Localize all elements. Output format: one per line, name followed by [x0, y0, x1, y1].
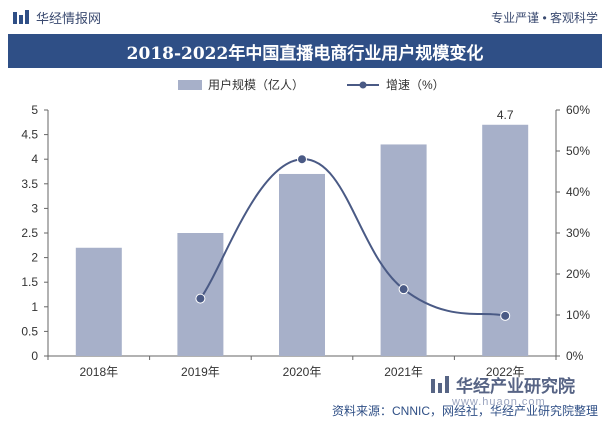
growth-point-2021年	[398, 284, 409, 295]
growth-point-2022年	[500, 310, 511, 321]
y-left-tick-label: 3	[31, 201, 38, 215]
growth-line	[199, 158, 506, 317]
y-right-tick-label: 60%	[566, 103, 590, 117]
bar-2018年	[75, 247, 122, 356]
tagline: 专业严谨 • 客观科学	[491, 11, 598, 25]
y-left-tick-label: 1.5	[21, 275, 38, 289]
y-left-tick-label: 4.5	[21, 128, 38, 142]
brand-logo-icon	[13, 9, 29, 24]
data-label: 4.7	[497, 108, 514, 122]
growth-point-2020年	[297, 154, 307, 165]
y-right-tick-label: 30%	[566, 226, 590, 240]
bar-2022年	[482, 124, 529, 356]
y-right-tick-label: 10%	[566, 308, 590, 322]
x-tick-label: 2021年	[384, 365, 423, 379]
y-left-tick-label: 0.5	[21, 324, 38, 338]
y-left-tick-label: 2.5	[21, 226, 38, 240]
legend-bar-label: 用户规模（亿人）	[208, 78, 305, 92]
y-left-tick-label: 3.5	[21, 177, 38, 191]
corner-watermark-name: 华经产业研究院	[456, 377, 575, 396]
legend-item-users: 用户规模（亿人）	[178, 76, 304, 93]
legend-line-swatch	[347, 81, 380, 88]
legend-line-label: 增速（%）	[386, 78, 445, 92]
y-right-tick-label: 0%	[566, 349, 584, 363]
corner-watermark: 华经产业研究院	[430, 372, 575, 397]
x-tick-label: 2020年	[283, 365, 322, 379]
corner-logo-icon	[431, 375, 449, 393]
y-left-tick-label: 1	[31, 300, 38, 314]
title-bar: 2018-2022年中国直播电商行业用户规模变化	[8, 34, 602, 68]
bar-2020年	[279, 173, 325, 356]
y-left-tick-label: 2	[31, 251, 38, 265]
top-bar: 华经情报网 专业严谨 • 客观科学	[0, 0, 610, 34]
y-left-tick-label: 5	[31, 103, 38, 117]
brand: 华经情报网	[12, 8, 101, 27]
y-left-tick-label: 0	[31, 349, 38, 363]
legend: 用户规模（亿人） 增速（%）	[178, 76, 445, 93]
corner-watermark-url: www.huaon.com	[452, 396, 546, 408]
source-note: 资料来源：CNNIC，网经社，华经产业研究院整理	[332, 404, 598, 418]
y-right-tick-label: 20%	[566, 267, 590, 281]
y-right-tick-label: 50%	[566, 144, 590, 158]
x-tick-label: 2022年	[486, 365, 525, 379]
y-left-tick-label: 4	[31, 152, 38, 166]
bar-2021年	[380, 144, 427, 356]
brand-name: 华经情报网	[36, 11, 102, 26]
x-tick-label: 2019年	[181, 365, 220, 379]
legend-bar-swatch	[178, 79, 202, 90]
x-tick-label: 2018年	[79, 365, 118, 379]
growth-point-2019年	[195, 293, 206, 304]
y-right-tick-label: 40%	[566, 185, 590, 199]
chart-title: 2018-2022年中国直播电商行业用户规模变化	[126, 43, 484, 64]
legend-item-growth: 增速（%）	[346, 76, 445, 93]
